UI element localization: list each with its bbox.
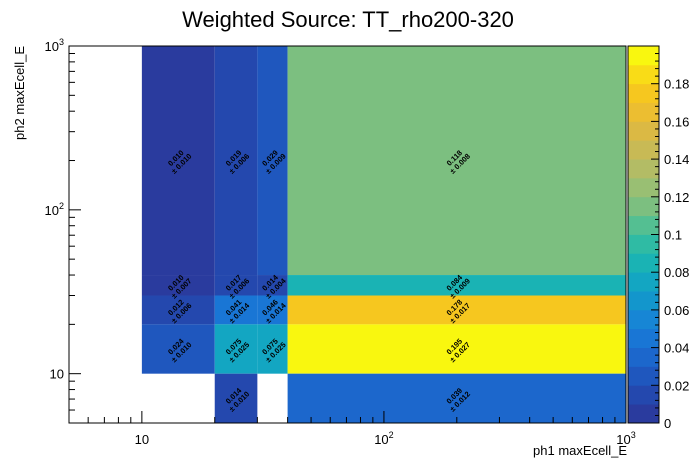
color-scale-segment [628, 177, 659, 198]
heatmap-cell [257, 46, 288, 276]
x-tick-label: 102 [374, 430, 393, 447]
color-scale-segment [628, 159, 659, 179]
heatmap-cell [257, 275, 288, 296]
y-tick-label: 10 [50, 367, 64, 382]
color-scale-segment [628, 234, 659, 254]
color-scale-segment [628, 385, 659, 405]
cell-value-label: 0.029± 0.009 [260, 148, 287, 175]
color-scale-label: 0.06 [664, 303, 689, 318]
color-scale: 0 0.02 0.04 0.06 0.08 0.1 0.12 0.14 0.16 0.18 [627, 45, 689, 431]
y-axis: 10 102 103 [45, 37, 81, 424]
heatmap-cell [141, 46, 215, 276]
heatmap-cell [214, 295, 258, 325]
color-scale-segment [628, 253, 659, 273]
color-scale-segment [628, 64, 659, 85]
heatmap-cell [214, 373, 258, 423]
plot-frame [68, 45, 627, 424]
heatmap-cell [257, 295, 288, 325]
color-scale-segment [628, 272, 659, 292]
heatmap-cell [141, 295, 215, 325]
color-scale-label: 0.12 [664, 190, 689, 205]
heatmap-cell [214, 46, 258, 276]
heatmap-cell [287, 373, 626, 423]
heatmap-cell [287, 295, 626, 325]
color-scale-segment [628, 140, 659, 160]
color-scale-segment [628, 102, 659, 122]
heatmap-cell [287, 324, 626, 374]
color-scale-label: 0.08 [664, 265, 689, 280]
color-scale-segment [628, 309, 659, 330]
x-tick-label: 103 [616, 430, 635, 447]
heatmap-cell [287, 46, 626, 276]
color-scale-label: 0 [664, 416, 671, 431]
color-scale-label: 0.14 [664, 152, 689, 167]
y-axis-label: ph2 maxEcell_E [12, 46, 27, 140]
color-scale-segment [628, 366, 659, 386]
heatmap-cell [214, 324, 258, 374]
color-scale-label: 0.18 [664, 77, 689, 92]
color-scale-label: 0.1 [664, 228, 682, 243]
color-scale-segment [628, 83, 659, 103]
color-scale-label: 0.02 [664, 378, 689, 393]
heatmap-cell [214, 275, 258, 296]
heatmap-cell [141, 275, 215, 296]
x-axis-label: ph1 maxEcell_E [533, 443, 627, 458]
color-scale-segment [628, 328, 659, 348]
color-scale-segment [628, 215, 659, 235]
heatmap-cell [257, 324, 288, 374]
color-scale-segment [628, 291, 659, 311]
y-tick-label: 102 [45, 201, 64, 218]
x-axis: 10 102 103 [68, 411, 636, 447]
x-tick-label: 10 [135, 432, 149, 447]
color-scale-label: 0.04 [664, 341, 689, 356]
color-scale-segment [628, 196, 659, 217]
color-scale-segment [628, 404, 659, 424]
heatmap-cell [141, 324, 215, 374]
heatmap-cells [141, 46, 626, 423]
color-scale-segment [628, 46, 659, 66]
color-scale-segment [628, 347, 659, 367]
y-tick-label: 103 [45, 37, 64, 54]
color-scale-segment [628, 121, 659, 141]
chart-title: Weighted Source: TT_rho200-320 [182, 7, 514, 32]
heatmap-cell [287, 275, 626, 296]
color-scale-label: 0.16 [664, 114, 689, 129]
